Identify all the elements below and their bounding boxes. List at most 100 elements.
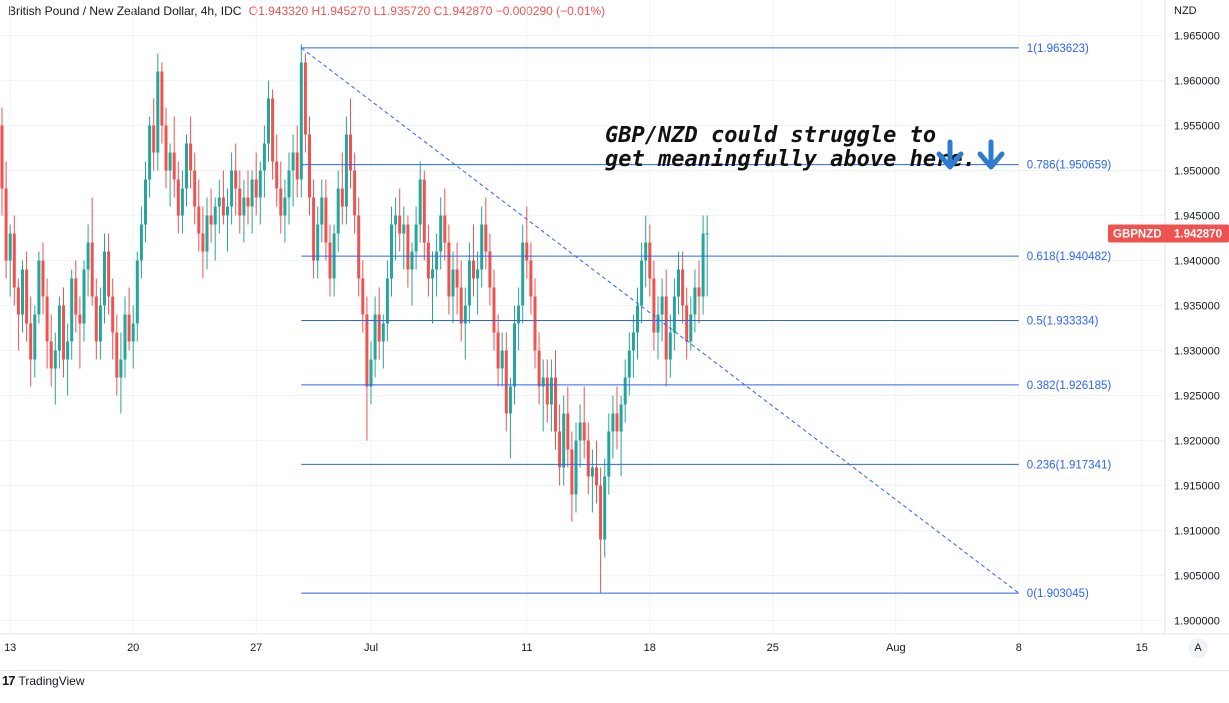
candle-body [41,260,45,297]
candle-body [459,287,463,324]
candle-body [578,422,582,441]
candle-body [443,215,447,243]
candle-body [62,305,65,360]
candle-body [238,188,242,216]
candle-body [451,269,455,297]
candle-body [242,197,246,216]
candle-body [115,332,119,378]
price-tick-label: 1.950000 [1174,166,1220,178]
time-tick-label: Aug [886,642,906,654]
candle-body [394,215,398,225]
candle-body [344,134,348,207]
tradingview-logo[interactable]: 17 TradingView [2,673,85,688]
candle-body [45,296,49,342]
candle-body [209,215,213,225]
candle-body [525,242,529,261]
candle-body [648,242,652,279]
candle-body [78,314,82,324]
candle-body [205,215,209,252]
price-tick-label: 1.915000 [1174,481,1220,493]
ohlc-open: O1.943320 [248,4,309,18]
candle-body [152,125,156,153]
candle-body [472,260,475,279]
candle-body [484,224,488,252]
time-tick-label: 20 [127,642,139,654]
candle-body [664,296,668,360]
candle-body [57,305,61,351]
candle-body [627,350,631,378]
candle-body [455,269,459,288]
candle-body [221,197,225,216]
candle-body [234,170,238,189]
candle-body [246,197,250,207]
candle-body [340,188,344,207]
candle-body [558,431,562,468]
candle-body [685,305,689,342]
candle-body [463,305,467,324]
time-tick-label: 27 [250,642,262,654]
candle-body [381,323,385,342]
candle-body [447,242,451,297]
candle-body [467,260,471,306]
candle-body [98,305,102,342]
candle-body [172,152,176,180]
candle-body [135,260,139,324]
price-axis[interactable]: 1.965000 1.960000 1.955000 1.950000 1.945000… [1174,31,1220,628]
grid-lines [0,0,1165,634]
time-tick-label: 18 [644,642,656,654]
candle-body [4,188,8,261]
candle-body [672,296,676,333]
candle-body [431,269,434,279]
candle-body [299,62,303,180]
candle-body [418,179,422,225]
candle-body [312,197,316,261]
candle-body [406,224,410,270]
candle-body [554,377,557,432]
price-tick-label: 1.940000 [1174,256,1220,268]
candle-body [636,305,639,333]
annotation-line-2: get meaningfully above here. [605,147,976,172]
candle-body [291,152,295,171]
price-tick-label: 1.925000 [1174,391,1220,403]
candle-body [168,152,172,171]
candle-body [197,206,201,234]
candle-body [328,242,332,279]
fib-level-label: 0.382(1.926185) [1027,380,1112,392]
candle-body [275,161,279,189]
price-chart[interactable]: 1(1.963623) 0.786(1.950659) 0.618(1.940482… [0,0,1229,670]
candle-body [365,314,369,387]
candle-body [21,269,24,315]
time-axis[interactable]: 13 20 27 Jul 11 18 25 Aug 8 15 [4,642,1148,654]
candle-body [160,71,164,126]
candle-body [677,269,680,297]
candle-body [488,251,492,288]
candle-body [111,296,115,333]
candle-body [545,377,549,405]
candle-body [660,296,664,315]
candle-body [398,215,402,234]
candle-body [668,332,672,360]
candle-body [336,188,340,234]
candle-body [176,179,180,216]
candle-body [12,233,16,288]
price-tick-label: 1.900000 [1174,616,1220,628]
candle-body [361,278,365,315]
candle-body [566,413,570,450]
price-tick-label: 1.910000 [1174,526,1220,538]
fib-retracement[interactable]: 1(1.963623) 0.786(1.950659) 0.618(1.940482… [301,43,1111,600]
candle-body [139,224,143,261]
candle-body [226,206,229,216]
candle-body [295,152,299,180]
candle-body [316,224,320,261]
ohlc-change: −0.000290 (−0.01%) [495,4,606,18]
auto-scale-button[interactable]: A [1188,638,1208,658]
candle-body [369,359,373,387]
ohlc-high: H1.945270 [311,4,371,18]
price-tick-label: 1.945000 [1174,211,1220,223]
candle-body [570,449,574,495]
candle-body [283,197,287,216]
candle-body [390,224,393,279]
candle-body [603,476,607,540]
candle-body [619,404,623,432]
candle-body [49,341,53,369]
